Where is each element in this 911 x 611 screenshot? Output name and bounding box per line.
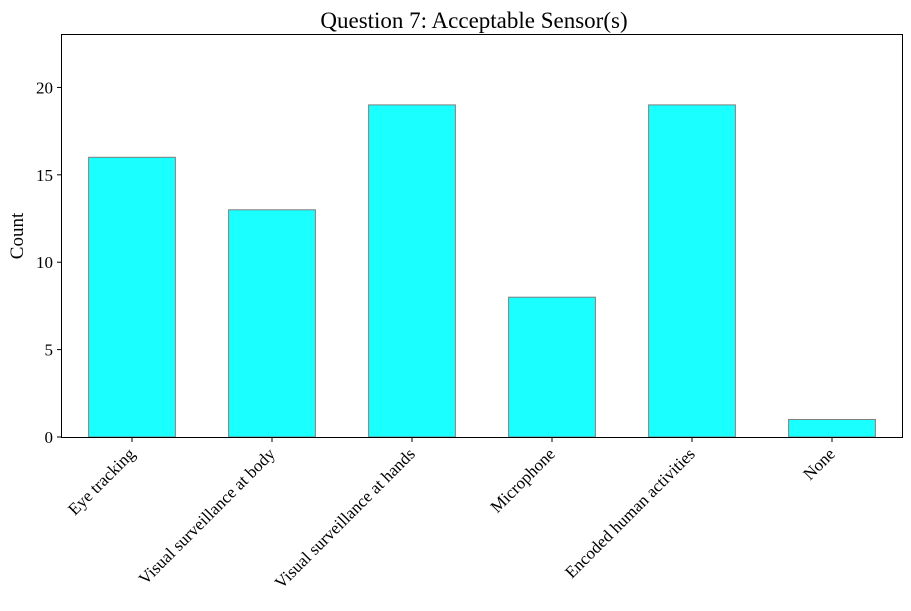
y-axis-label: Count bbox=[7, 212, 28, 259]
bar-visual-surveillance-at-hands bbox=[368, 104, 456, 438]
x-tick-label: Eye tracking bbox=[64, 444, 139, 519]
bar-microphone bbox=[508, 296, 596, 438]
y-axis-ticks: 0 5 10 15 20 bbox=[36, 78, 62, 447]
bar-encoded-human-activities bbox=[648, 104, 736, 438]
y-tick-label: 15 bbox=[36, 166, 53, 185]
x-tick-label: Encoded human activities bbox=[561, 444, 699, 582]
bar-visual-surveillance-at-body bbox=[228, 209, 316, 438]
x-tick-label: None bbox=[799, 444, 838, 483]
y-tick-label: 10 bbox=[36, 253, 53, 272]
bars-group bbox=[88, 104, 876, 438]
x-tick-label: Microphone bbox=[487, 444, 559, 516]
bar-none bbox=[788, 419, 876, 438]
plot-frame bbox=[61, 34, 903, 438]
y-tick-label: 5 bbox=[45, 341, 54, 360]
bar-eye-tracking bbox=[88, 156, 176, 438]
y-tick-label: 0 bbox=[45, 428, 54, 447]
x-tick-label: Visual surveillance at body bbox=[135, 444, 279, 588]
chart-title: Question 7: Acceptable Sensor(s) bbox=[320, 8, 627, 33]
y-tick-label: 20 bbox=[36, 78, 53, 97]
x-tick-label: Visual surveillance at hands bbox=[271, 444, 419, 592]
